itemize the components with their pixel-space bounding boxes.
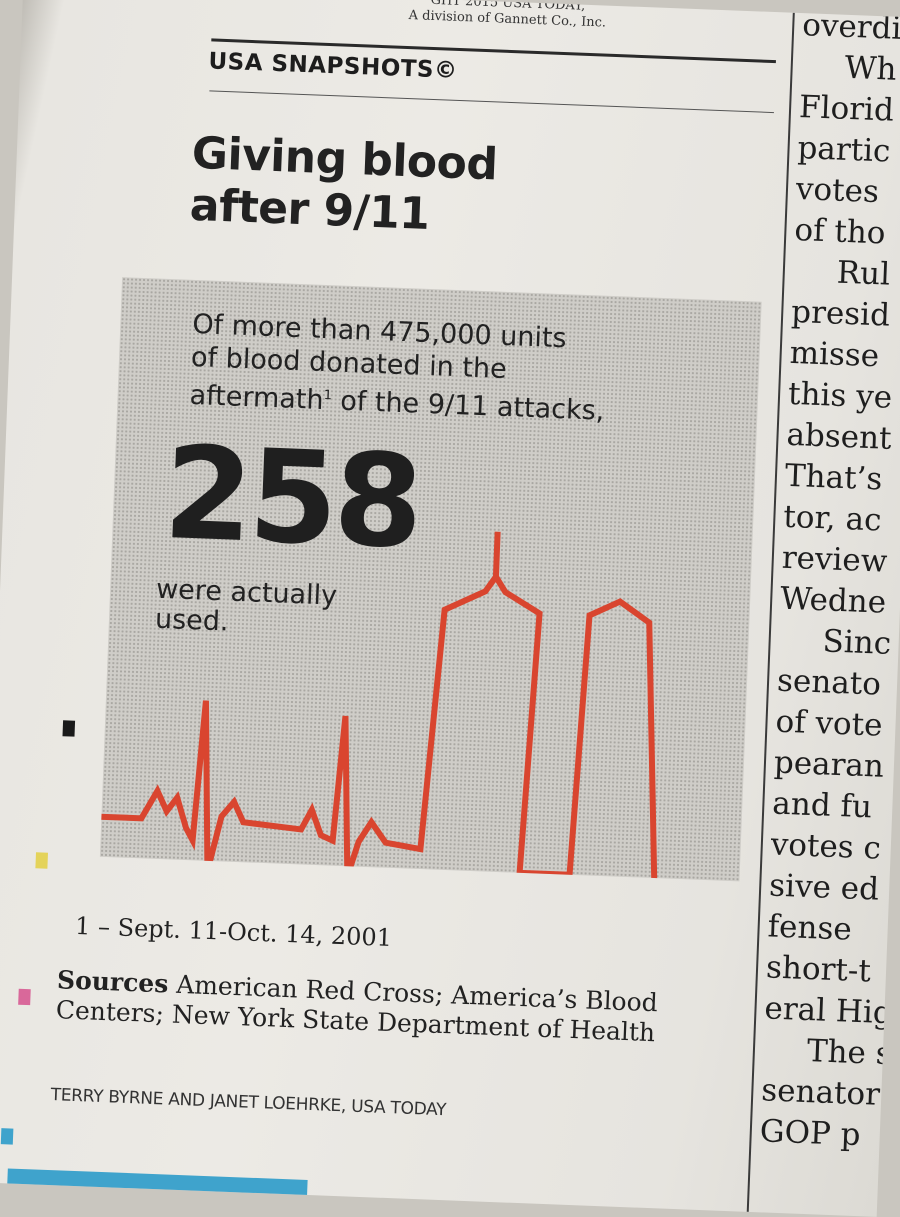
cyan-color-bar (7, 1168, 308, 1200)
intro-line-3a: aftermath (189, 379, 325, 416)
column-line: eral Hig (763, 990, 894, 1032)
snapshot-intro: Of more than 475,000 units of blood dona… (189, 308, 713, 432)
column-line: of tho (793, 211, 887, 252)
registration-mark-yellow (35, 852, 49, 869)
snapshot-sources: Sources American Red Cross; America’s Bl… (55, 965, 707, 1050)
registration-mark-black (62, 720, 76, 737)
column-line: GOP p (759, 1113, 862, 1154)
snapshot-outro: were actually used. (154, 574, 416, 645)
registration-mark-magenta (18, 988, 31, 1006)
snapshot-credit: TERRY BYRNE AND JANET LOEHRKE, USA TODAY (50, 1085, 447, 1121)
sources-label: Sources (56, 965, 169, 999)
snapshot-headline: Giving blood after 9/11 (189, 128, 633, 249)
section-rule (209, 90, 774, 114)
big-number: 258 (161, 418, 422, 578)
section-label: USA SNAPSHOTS© (208, 48, 458, 84)
snapshot-footnote: 1 – Sept. 11-Oct. 14, 2001 (74, 911, 393, 953)
snapshot-graphic-panel: Of more than 475,000 units of blood dona… (99, 277, 762, 882)
masthead-copyright: GHT 2015 USA TODAY, A division of Gannet… (342, 0, 673, 34)
registration-mark-cyan (0, 1128, 14, 1145)
column-line: Wedne (779, 580, 887, 621)
heartbeat-twin-towers-icon (99, 531, 700, 882)
adjacent-article-column: overdi Wh Florid partic votes of tho Rul… (759, 5, 900, 1160)
column-line: overdi (801, 7, 900, 47)
